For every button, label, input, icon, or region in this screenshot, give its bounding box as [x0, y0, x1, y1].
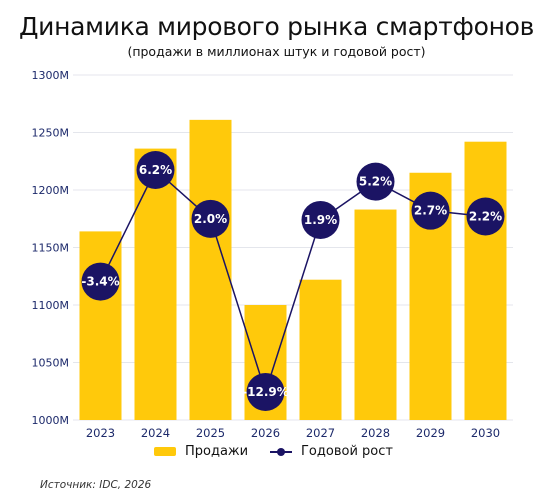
- legend-label-sales: Продажи: [185, 444, 249, 459]
- growth-marker: [136, 151, 175, 189]
- growth-marker: [356, 162, 395, 201]
- growth-markers: -3.4% 6.2% 2.0% -12.9% 1.9% 5.2% 2.7% 2.2%: [81, 151, 505, 411]
- x-tick-label: 2027: [306, 426, 335, 440]
- growth-marker-label: 5.2%: [359, 175, 392, 189]
- growth-marker-label: 2.2%: [469, 209, 502, 223]
- growth-marker-label: -12.9%: [242, 385, 289, 399]
- y-tick-label: 1100M: [32, 299, 70, 312]
- growth-marker: [81, 262, 120, 301]
- y-tick-label: 1200M: [32, 184, 70, 197]
- chart-subtitle: (продажи в миллионах штук и годовой рост…: [127, 44, 426, 59]
- y-tick-label: 1150M: [32, 242, 70, 255]
- x-tick-label: 2025: [196, 426, 225, 440]
- bar-2025: [189, 119, 232, 420]
- bar-2027: [299, 279, 342, 420]
- chart-title: Динамика мирового рынка смартфонов: [18, 12, 535, 41]
- growth-marker: [191, 199, 230, 238]
- legend-label-growth: Годовой рост: [301, 444, 393, 459]
- growth-marker-label: -3.4%: [81, 275, 119, 289]
- legend-swatch-growth: [270, 447, 292, 456]
- bar-2023: [79, 231, 122, 420]
- legend-swatch-sales: [154, 447, 176, 456]
- legend-item-growth: Годовой рост: [270, 444, 393, 459]
- y-tick-label: 1000M: [32, 414, 70, 427]
- x-tick-label: 2030: [471, 426, 500, 440]
- growth-marker-label: 1.9%: [304, 213, 337, 227]
- sales-bars: [79, 119, 507, 420]
- x-tick-label: 2023: [86, 426, 115, 440]
- growth-marker-label: 6.2%: [139, 163, 172, 177]
- y-tick-label: 1250M: [32, 127, 70, 140]
- growth-marker-label: 2.0%: [194, 212, 227, 226]
- x-tick-label: 2024: [141, 426, 170, 440]
- bar-2030: [464, 141, 507, 420]
- bar-2028: [354, 209, 397, 420]
- x-axis-ticks: 2023 2024 2025 2026 2027 2028 2029 2030: [86, 426, 500, 440]
- x-tick-label: 2029: [416, 426, 445, 440]
- growth-marker: [246, 373, 285, 411]
- source-note: Источник: IDC, 2026: [40, 479, 152, 491]
- growth-marker-label: 2.7%: [414, 204, 447, 218]
- chart-legend: Продажи Годовой рост: [0, 444, 553, 474]
- legend-item-sales: Продажи: [154, 444, 248, 459]
- growth-marker: [466, 197, 505, 236]
- y-tick-label: 1300M: [32, 69, 70, 82]
- x-tick-label: 2028: [361, 426, 390, 440]
- bar-2024: [134, 148, 177, 420]
- y-tick-label: 1050M: [32, 357, 70, 370]
- growth-marker: [301, 200, 340, 239]
- growth-marker: [411, 191, 450, 230]
- x-tick-label: 2026: [251, 426, 280, 440]
- y-axis-ticks: 1000M 1050M 1100M 1150M 1200M 1250M 1300M: [32, 69, 70, 427]
